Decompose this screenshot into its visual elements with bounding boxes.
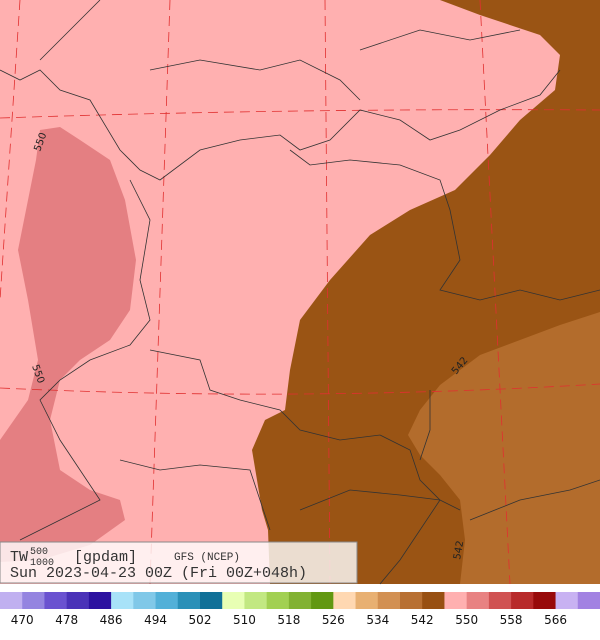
colorbar-label: 542 [411, 613, 434, 627]
border [289, 149, 600, 301]
colorbar-label: 470 [11, 613, 34, 627]
color-swatch [311, 592, 334, 609]
color-swatch [422, 592, 445, 609]
color-swatch [66, 592, 90, 609]
color-swatch [88, 592, 112, 609]
color-swatch [355, 592, 379, 609]
color-swatch [177, 592, 201, 609]
unit: [gpdam] [74, 549, 137, 566]
color-swatch [0, 592, 23, 609]
colorbar-label: 494 [144, 613, 167, 627]
longitude-line [149, 0, 171, 585]
longitude-line [479, 0, 511, 585]
coastline [0, 69, 561, 181]
colorbar-label: 550 [455, 613, 478, 627]
border [19, 179, 151, 541]
border [379, 390, 441, 585]
borders [0, 0, 600, 585]
field-subscript: 1000 [30, 558, 54, 569]
date: Sun 2023-04-23 00Z (Fri 00Z+048h) [10, 565, 307, 582]
latitude-line [0, 109, 600, 119]
color-swatch [44, 592, 68, 609]
colorbar-label: 502 [189, 613, 212, 627]
latitude-line [0, 383, 600, 395]
color-swatch [333, 592, 357, 609]
color-swatch [244, 592, 268, 609]
colorbar-label: 558 [500, 613, 523, 627]
color-swatch [400, 592, 423, 609]
grid-lines [0, 0, 600, 585]
header-box [0, 541, 358, 584]
colorbar-label: 518 [277, 613, 300, 627]
contour-label: 542 [452, 540, 466, 561]
border [149, 349, 461, 511]
colorbar-label: 526 [322, 613, 345, 627]
color-swatch [444, 592, 468, 609]
field-name: TW [10, 549, 28, 566]
colorbar-label: 566 [544, 613, 567, 627]
colorbar-label: 486 [100, 613, 123, 627]
color-swatch [555, 592, 579, 609]
color-swatch [222, 592, 245, 609]
colorbar-label: 510 [233, 613, 256, 627]
color-swatch [266, 592, 290, 609]
color-swatch [155, 592, 179, 609]
model: GFS (NCEP) [174, 552, 240, 564]
color-swatch [533, 592, 557, 609]
color-swatch [133, 592, 157, 609]
longitude-line [0, 0, 21, 301]
longitude-line [324, 0, 331, 585]
colorbar-label: 534 [366, 613, 389, 627]
colorbar-label: 478 [55, 613, 78, 627]
color-swatch [488, 592, 512, 609]
border [119, 459, 600, 531]
region-534 [408, 312, 600, 584]
color-swatch [288, 592, 312, 609]
color-swatch [200, 592, 223, 609]
coastline [39, 0, 521, 101]
color-swatch [111, 592, 134, 609]
color-swatch [577, 592, 600, 609]
color-swatch [22, 592, 45, 609]
region-558 [0, 127, 136, 562]
colorbar: 470 478 486 494 502 510 518 526 534 542 550 558 566 [0, 592, 600, 627]
color-swatch [466, 592, 490, 609]
field-superscript: 500 [30, 547, 48, 558]
color-swatch [377, 592, 401, 609]
color-swatch [511, 592, 534, 609]
